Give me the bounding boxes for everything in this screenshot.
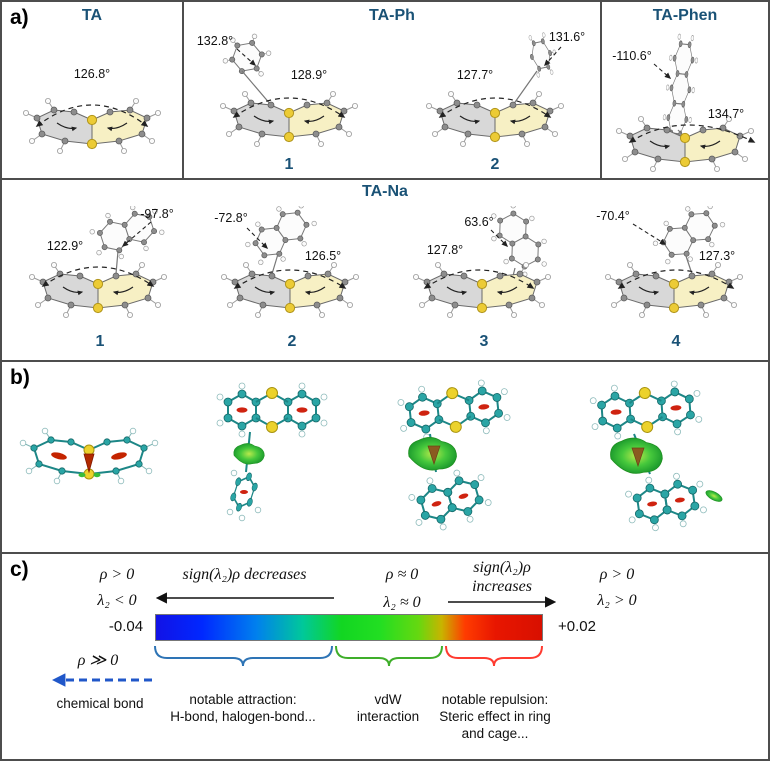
decrease-arrow-label: sign(λ₂)ρ decreases — [182, 566, 307, 583]
rho-positive-right: ρ > 0 — [599, 566, 635, 583]
ta-na-mol2-pendant-angle: -72.8° — [214, 211, 248, 225]
repulsion-label-line1: notable repulsion: — [441, 692, 549, 707]
ta-na-mol2-core-angle: 126.5° — [305, 249, 341, 263]
ta-na-mol1: -97.8° 122.9° 1 — [5, 197, 195, 351]
ta-section: a) TA 126.8° — [2, 2, 184, 178]
ta-na-mol3-drawing: 63.6° 127.8° — [389, 197, 558, 328]
ta-na-mol4: -70.4° 127.3° 4 — [581, 194, 770, 351]
ta-core-angle: 126.8° — [74, 67, 110, 81]
attraction-label-line1: notable attraction: — [189, 692, 297, 707]
repulsion-label-line2: Steric effect in ring — [439, 709, 551, 724]
ta-ph-mol2-number: 2 — [490, 156, 500, 173]
nci-ta-molecule — [19, 427, 159, 485]
chemical-bond-label: chemical bond — [56, 696, 144, 711]
ta-na-mol1-pendant-angle: -97.8° — [140, 207, 174, 221]
rho-positive-left: ρ > 0 — [99, 566, 135, 583]
vdw-label-line2: interaction — [356, 709, 420, 724]
nci-ta-na-4-molecule — [550, 368, 723, 550]
ta-ph-title: TA-Ph — [369, 7, 415, 24]
increase-arrow-label-line2: increases — [472, 578, 532, 595]
ta-na-mol4-drawing: -70.4° 127.3° — [596, 194, 770, 328]
ta-na-mol4-core-angle: 127.3° — [699, 249, 735, 263]
ta-ph-mol2-core-angle: 127.7° — [457, 68, 493, 82]
colorbar-max-value: +0.02 — [558, 618, 596, 635]
panel-a-row2: TA-Na -97.8° 122.9° 1 -72.8° 126.5 — [2, 178, 768, 360]
nci-ta-ph-molecule — [204, 370, 334, 522]
ta-ph-section: TA-Ph 132.8° 128.9° 1 — [184, 2, 602, 178]
vdw-label-line1: vdW — [374, 692, 402, 707]
panel-a-label: a) — [10, 6, 29, 29]
repulsion-label-line3: and cage... — [461, 726, 529, 741]
panel-a-row1: a) TA 126.8° TA-Ph 132.8° — [2, 2, 768, 178]
ta-na-mol4-pendant-angle: -70.4° — [596, 209, 630, 223]
ta-na-mol4-number: 4 — [671, 333, 681, 350]
repulsion-brace — [445, 645, 543, 667]
nci-ta-na-3-molecule — [370, 368, 535, 550]
ta-ph-mol1-core-angle: 128.9° — [291, 68, 327, 82]
attraction-brace — [154, 645, 333, 667]
ta-na-mol1-core-angle: 122.9° — [47, 239, 83, 253]
ta-phen-core-angle: 134.7° — [708, 107, 744, 121]
ta-na-mol3-pendant-angle: 63.6° — [464, 215, 493, 229]
ta-na-mol3: 63.6° 127.8° 3 — [389, 197, 579, 351]
ta-ph-mol1-pendant-angle: 132.8° — [197, 34, 233, 48]
panel-b: b) — [2, 360, 768, 552]
ta-ph-mol2-drawing: 131.6° 127.7° — [395, 30, 585, 155]
lambda-negative: λ₂ < 0 — [97, 592, 137, 609]
lambda-zero: λ₂ ≈ 0 — [383, 594, 421, 611]
panel-b-label: b) — [10, 366, 30, 389]
ta-ph-mol2-pendant-angle: 131.6° — [549, 30, 585, 44]
ta-phen-molecule: -110.6° 134.7° — [612, 32, 756, 178]
ta-ph-mol1-drawing: 132.8° 128.9° — [197, 26, 389, 155]
ta-title: TA — [81, 7, 103, 24]
ta-molecule: 126.8° — [7, 67, 177, 170]
ta-na-mol2: -72.8° 126.5° 2 — [197, 193, 387, 351]
ta-ph-mol2: 131.6° 127.7° 2 — [395, 25, 595, 174]
colorbar-min-value: -0.04 — [108, 618, 144, 635]
colorbar — [155, 614, 543, 641]
ta-phen-section: TA-Phen -110.6° 134.7° — [602, 2, 768, 178]
increase-arrow-label-line1: sign(λ₂)ρ — [473, 559, 531, 576]
ta-ph-mol1: 132.8° 128.9° 1 — [189, 25, 389, 174]
ta-na-mol1-number: 1 — [95, 333, 105, 350]
rho-much-greater: ρ ≫ 0 — [77, 652, 119, 669]
ta-na-title: TA-Na — [362, 183, 408, 200]
panel-c-label: c) — [10, 558, 29, 581]
lambda-positive: λ₂ > 0 — [597, 592, 637, 609]
vdw-brace — [335, 645, 443, 667]
ta-phen-pendant-angle: -110.6° — [612, 49, 652, 63]
ta-na-mol3-number: 3 — [479, 333, 489, 350]
ta-na-mol2-number: 2 — [287, 333, 297, 350]
ta-ph-molecules: 132.8° 128.9° 1 131.6° 127.7° — [184, 25, 600, 174]
ta-na-mol1-drawing: -97.8° 122.9° — [5, 197, 174, 328]
rho-zero: ρ ≈ 0 — [385, 566, 419, 583]
panel-c: c) ρ > 0 λ₂ < 0 sign(λ₂)ρ decreases ρ ≈ … — [2, 552, 768, 759]
ta-phen-title: TA-Phen — [652, 7, 718, 24]
ta-na-mol3-core-angle: 127.8° — [427, 243, 463, 257]
attraction-label-line2: H-bond, halogen-bond... — [170, 709, 316, 724]
ta-na-mol2-drawing: -72.8° 126.5° — [214, 193, 387, 328]
ta-ph-mol1-number: 1 — [284, 156, 294, 173]
